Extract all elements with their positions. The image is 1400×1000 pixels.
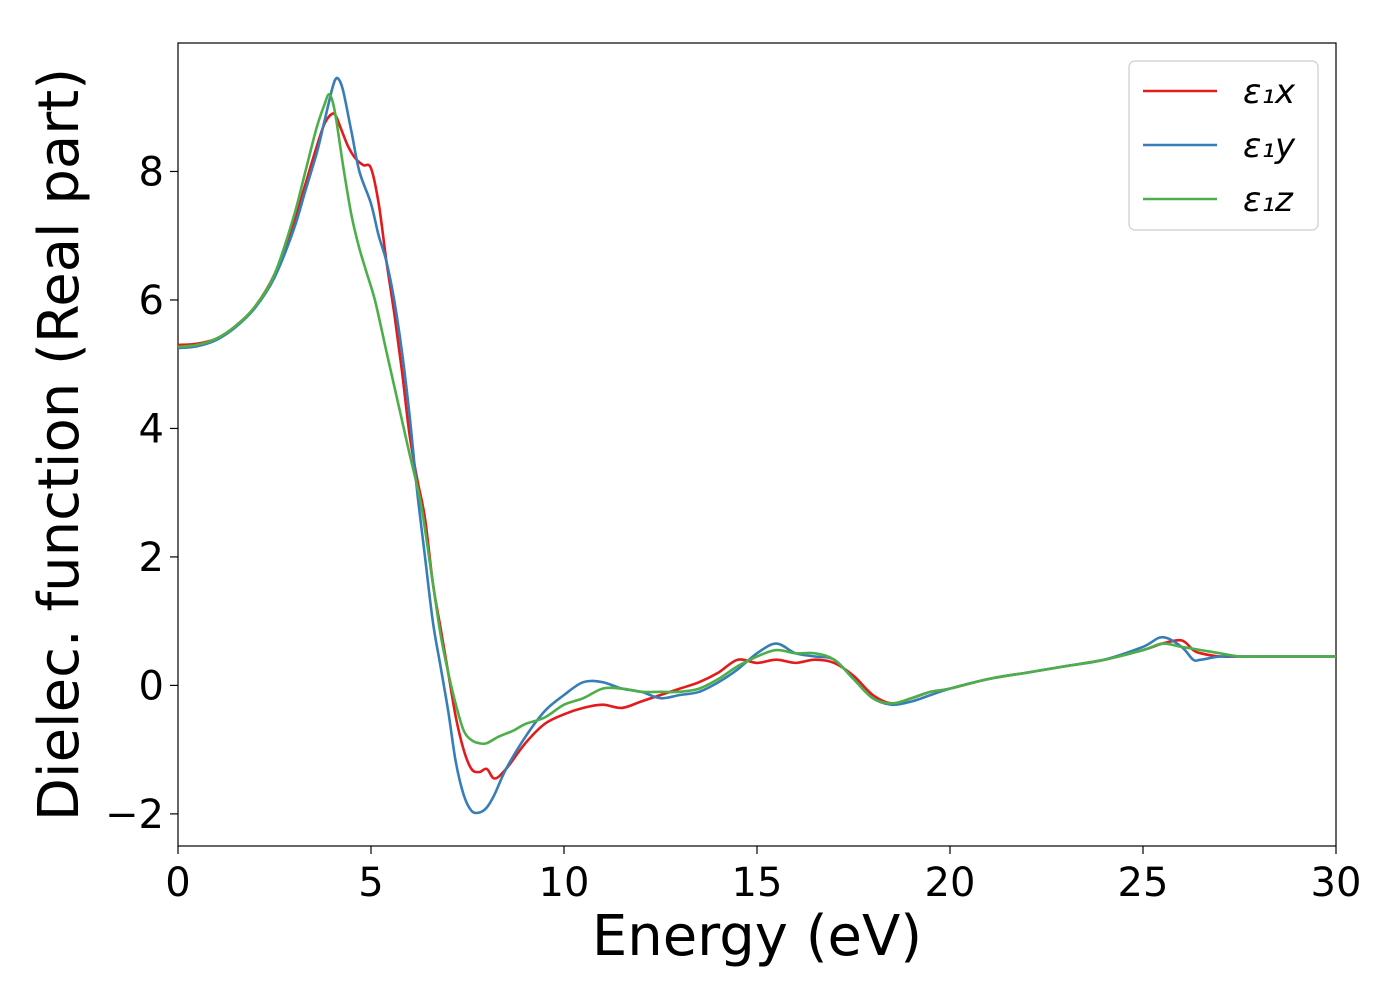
y-tick-label: 2 — [139, 535, 164, 581]
y-tick-label: 0 — [139, 663, 164, 709]
y-tick-label: 4 — [139, 406, 164, 452]
y-tick-label: 6 — [139, 278, 164, 324]
legend-box — [1128, 60, 1319, 231]
series-line-3 — [177, 93, 1337, 746]
legend: ε₁x ε₁y ε₁z — [1128, 60, 1319, 231]
x-axis: 0 5 10 15 20 25 30 — [165, 846, 1361, 906]
x-tick-label: 15 — [732, 860, 783, 906]
y-axis-title: Dielec. function (Real part) — [27, 68, 92, 821]
x-tick-label: 30 — [1311, 860, 1362, 906]
x-tick-label: 10 — [539, 860, 590, 906]
legend-label-1: ε₁x — [1243, 72, 1296, 112]
x-axis-title: Energy (eV) — [592, 904, 922, 969]
y-tick-label: −2 — [105, 792, 164, 838]
x-tick-label: 0 — [165, 860, 190, 906]
y-axis: −2 0 2 4 6 8 — [105, 149, 178, 838]
legend-label-2: ε₁y — [1243, 126, 1296, 166]
y-tick-label: 8 — [139, 149, 164, 195]
series-layer — [177, 76, 1337, 815]
x-tick-label: 20 — [925, 860, 976, 906]
legend-label-3: ε₁z — [1243, 180, 1294, 220]
x-tick-label: 25 — [1118, 860, 1169, 906]
x-tick-label: 5 — [358, 860, 383, 906]
